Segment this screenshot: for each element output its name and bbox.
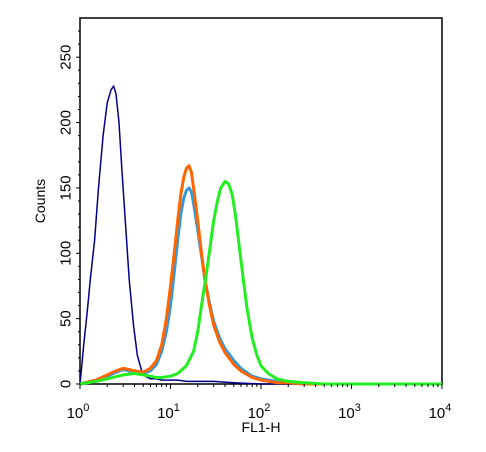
x-tick-label: 101 [157, 402, 180, 422]
y-tick-label: 100 [58, 241, 75, 266]
x-tick-label: 104 [429, 402, 452, 422]
x-axis-title: FL1-H [242, 419, 281, 435]
series-line-4 [79, 179, 442, 386]
x-tick-label: 102 [248, 402, 271, 422]
x-tick-label: 103 [338, 402, 361, 422]
series-line-3 [79, 164, 442, 386]
ticks-layer [76, 30, 443, 389]
y-tick-label: 250 [58, 45, 75, 70]
labels-layer: 0 50 100 150 200 250 100 101 102 103 104 [58, 45, 452, 422]
plot-frame [79, 17, 443, 385]
y-tick-label: 200 [58, 110, 75, 135]
x-tick-label: 100 [67, 402, 90, 422]
series-layer [79, 85, 442, 386]
y-tick-label: 50 [58, 310, 75, 327]
y-tick-label: 0 [58, 380, 75, 388]
series-line-1 [79, 85, 442, 385]
y-axis-title: Counts [32, 179, 48, 223]
y-tick-label: 150 [58, 175, 75, 200]
